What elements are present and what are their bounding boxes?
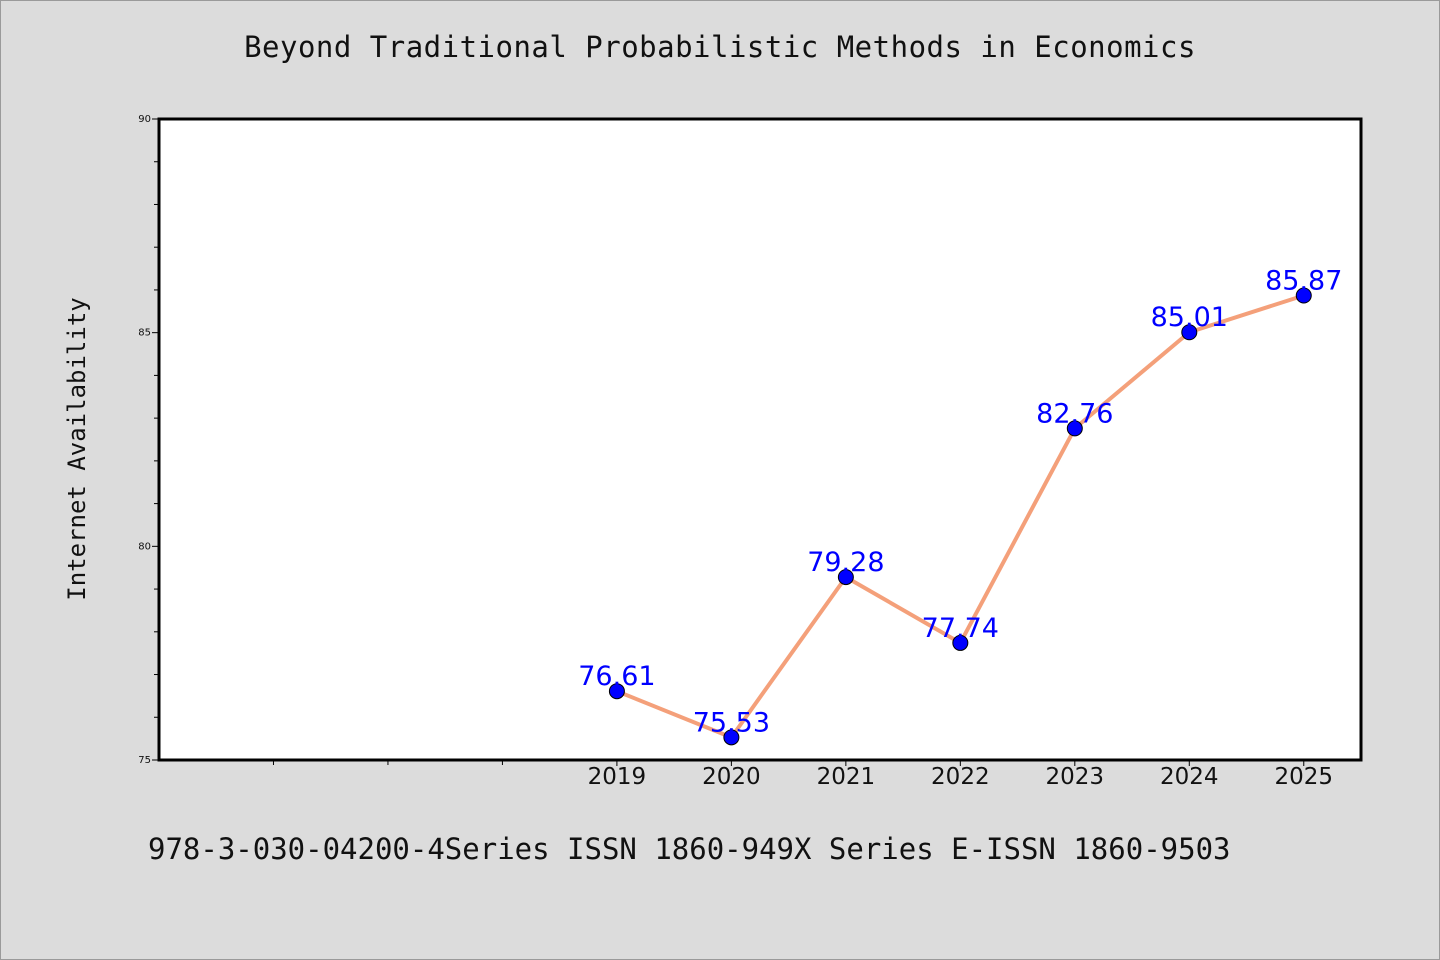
axis-ticks: 75 80 85 90 2019 2020 2021 2022 2023 2024 2025 bbox=[138, 114, 1333, 790]
y-tick-label: 90 bbox=[138, 114, 151, 125]
data-label: 76.61 bbox=[578, 661, 655, 692]
y-tick-label: 75 bbox=[138, 755, 151, 766]
x-tick-label: 2024 bbox=[1160, 764, 1219, 790]
series-group: 76.61 75.53 79.28 77.74 82.76 85.01 85.87 bbox=[578, 265, 1342, 746]
y-tick-label: 85 bbox=[138, 328, 151, 339]
data-label: 75.53 bbox=[693, 707, 770, 738]
data-point bbox=[837, 569, 854, 586]
chart-title: Beyond Traditional Probabilistic Methods… bbox=[244, 30, 1196, 64]
data-point bbox=[1066, 420, 1083, 437]
data-point bbox=[1181, 324, 1198, 341]
x-tick-label: 2022 bbox=[931, 764, 990, 790]
data-label: 85.87 bbox=[1265, 265, 1342, 296]
data-point bbox=[952, 634, 969, 651]
x-tick-label: 2019 bbox=[588, 764, 647, 790]
data-point bbox=[608, 683, 625, 700]
data-label: 79.28 bbox=[807, 547, 884, 578]
plot-area bbox=[157, 117, 1363, 762]
data-label: 82.76 bbox=[1036, 398, 1113, 429]
x-tick-label: 2021 bbox=[817, 764, 876, 790]
y-tick-label: 80 bbox=[138, 541, 151, 552]
data-point bbox=[723, 729, 740, 746]
y-axis-label: Internet Availability bbox=[63, 297, 91, 600]
data-label: 77.74 bbox=[922, 613, 999, 644]
data-label: 85.01 bbox=[1151, 302, 1228, 333]
x-tick-label: 2020 bbox=[702, 764, 761, 790]
x-tick-label: 2025 bbox=[1274, 764, 1333, 790]
data-point bbox=[1295, 287, 1312, 304]
footer-text: 978-3-030-04200-4Series ISSN 1860-949X S… bbox=[148, 832, 1231, 866]
x-tick-label: 2023 bbox=[1046, 764, 1105, 790]
